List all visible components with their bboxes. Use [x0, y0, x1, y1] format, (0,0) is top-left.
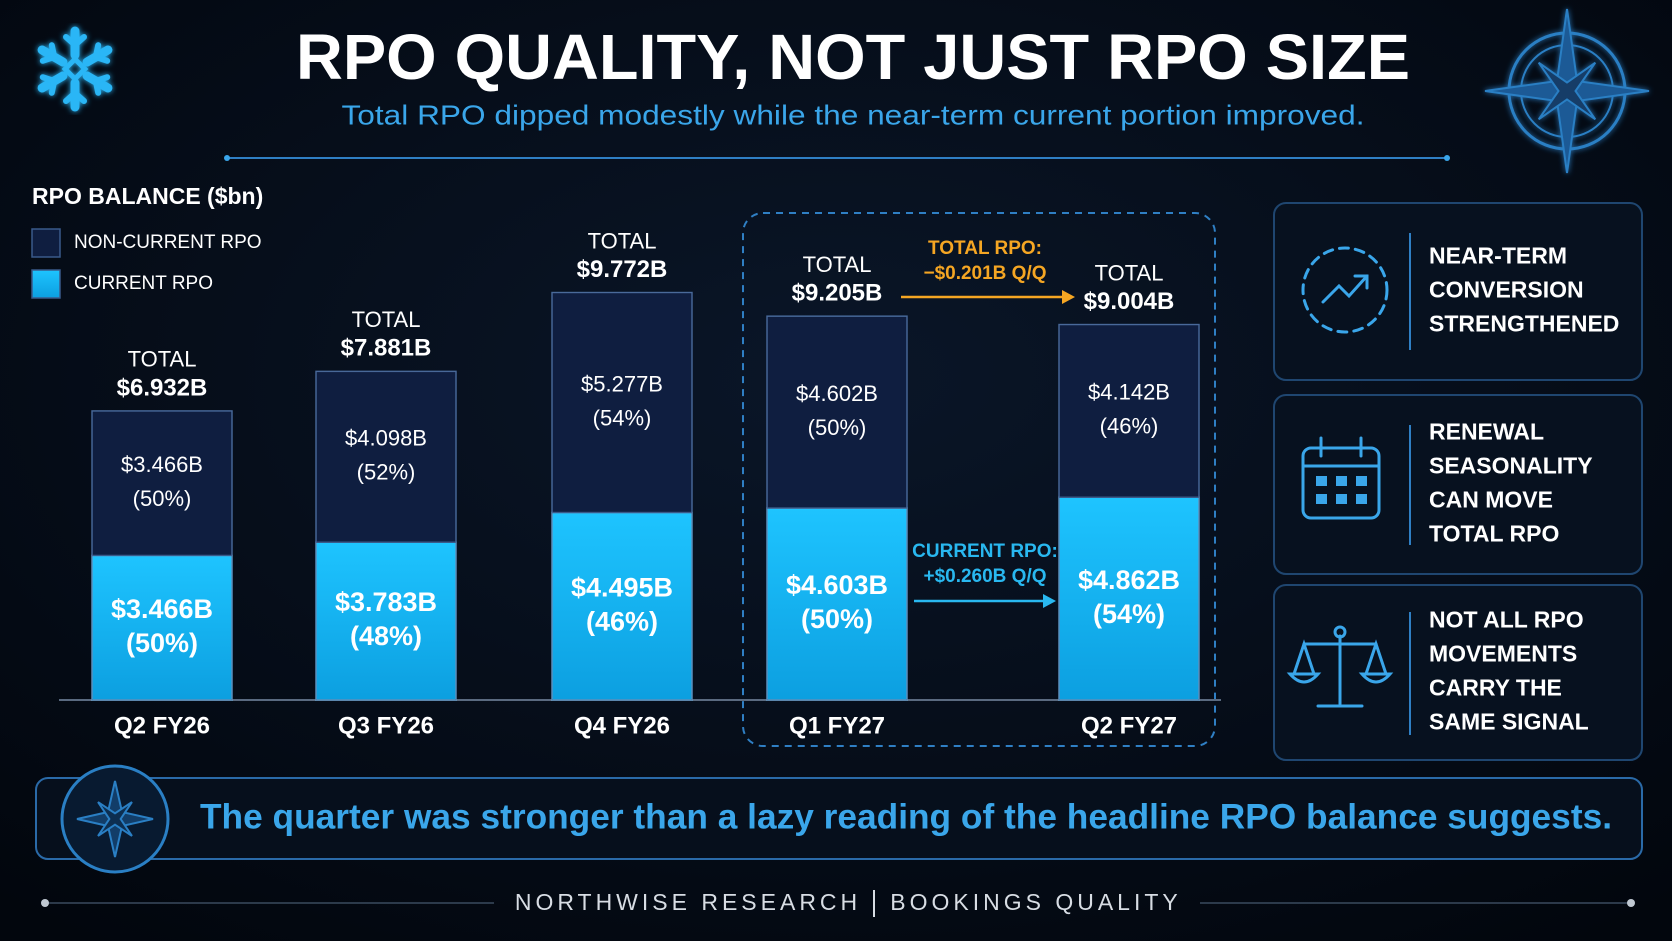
segment-share-label: (54%): [593, 405, 652, 430]
segment-value-label: $4.862B: [1078, 565, 1180, 595]
compass-icon: [1484, 8, 1650, 174]
calendar-icon: [1301, 436, 1381, 520]
total-label: $9.205B: [792, 279, 883, 306]
scales-icon: [1286, 625, 1394, 708]
insight-text: CARRY THE: [1429, 675, 1562, 701]
chart-subtitle: Total RPO dipped modestly while the near…: [342, 99, 1365, 130]
segment-share-label: (50%): [133, 486, 192, 511]
segment-share-label: (52%): [357, 460, 416, 485]
noncurrent-segment: [1058, 323, 1200, 499]
segment-share-label: (50%): [126, 628, 198, 658]
insight-text: MOVEMENTS: [1429, 641, 1577, 667]
total-label: $9.004B: [1084, 288, 1175, 315]
annotation-value: +$0.260B Q/Q: [923, 566, 1046, 587]
segment-value-label: $3.783B: [335, 587, 437, 617]
total-outline: [766, 315, 908, 701]
total-label: $7.881B: [341, 335, 432, 362]
legend-swatch: [31, 269, 61, 299]
panel: [1273, 202, 1643, 381]
noncurrent-segment: [551, 291, 693, 514]
total-caption: TOTAL: [128, 347, 197, 372]
total-caption: TOTAL: [588, 228, 657, 253]
total-outline: [91, 410, 233, 701]
segment-share-label: (46%): [1100, 414, 1159, 439]
legend-label: NON-CURRENT RPO: [74, 232, 262, 253]
legend-swatch: [31, 228, 61, 258]
total-label: $9.772B: [577, 256, 668, 283]
annotation-arrowhead: [1062, 290, 1075, 304]
insight-text: NEAR-TERM: [1429, 243, 1567, 269]
footer-right: BOOKINGS QUALITY: [890, 889, 1182, 915]
segment-share-label: (48%): [350, 621, 422, 651]
trend-icon: [1301, 246, 1389, 334]
segment-value-label: $3.466B: [121, 452, 203, 477]
takeaway-box: [35, 777, 1643, 860]
takeaway-compass: [60, 764, 170, 874]
footer-left: NORTHWISE RESEARCH: [515, 889, 861, 915]
segment-value-label: $3.466B: [111, 594, 213, 624]
insight-text: SEASONALITY: [1429, 453, 1593, 479]
x-tick-label: Q3 FY26: [338, 712, 434, 739]
logo-icon: [37, 26, 113, 112]
y-axis-label: RPO BALANCE ($bn): [32, 183, 263, 209]
footer-dot: [1627, 899, 1635, 907]
annotation-arrowhead: [1043, 594, 1056, 608]
chart-title: RPO QUALITY, NOT JUST RPO SIZE: [296, 21, 1410, 93]
current-segment: [551, 511, 693, 701]
noncurrent-segment: [315, 370, 457, 543]
takeaway-text: The quarter was stronger than a lazy rea…: [200, 797, 1612, 836]
footer-dot: [41, 899, 49, 907]
x-tick-label: Q4 FY26: [574, 712, 670, 739]
noncurrent-segment: [91, 410, 233, 557]
segment-value-label: $4.603B: [786, 570, 888, 600]
segment-value-label: $4.098B: [345, 426, 427, 451]
annotation-value: −$0.201B Q/Q: [923, 263, 1046, 284]
insight-text: CAN MOVE: [1429, 487, 1553, 513]
total-label: $6.932B: [117, 374, 208, 401]
insight-text: STRENGTHENED: [1429, 311, 1619, 337]
total-outline: [1058, 324, 1200, 701]
segment-share-label: (54%): [1093, 599, 1165, 629]
segment-value-label: $4.602B: [796, 381, 878, 406]
x-tick-label: Q2 FY26: [114, 712, 210, 739]
insight-text: CONVERSION: [1429, 277, 1584, 303]
divider-dot: [1444, 155, 1450, 161]
insight-text: NOT ALL RPO: [1429, 607, 1584, 633]
segment-share-label: (50%): [801, 604, 873, 634]
legend-label: CURRENT RPO: [74, 273, 213, 294]
total-outline: [551, 292, 693, 701]
total-caption: TOTAL: [803, 252, 872, 277]
annotation-label: CURRENT RPO:: [912, 541, 1058, 562]
total-outline: [315, 370, 457, 701]
annotation-label: TOTAL RPO:: [928, 238, 1042, 259]
insight-panels: [1273, 202, 1643, 761]
current-segment: [91, 554, 233, 701]
insight-text: TOTAL RPO: [1429, 521, 1559, 547]
x-tick-label: Q1 FY27: [789, 712, 885, 739]
total-caption: TOTAL: [352, 307, 421, 332]
total-caption: TOTAL: [1095, 260, 1164, 285]
segment-share-label: (50%): [808, 415, 867, 440]
panel: [1273, 394, 1643, 575]
insight-text: SAME SIGNAL: [1429, 709, 1589, 735]
x-tick-label: Q2 FY27: [1081, 712, 1177, 739]
noncurrent-segment: [766, 315, 908, 509]
segment-value-label: $4.495B: [571, 572, 673, 602]
insight-text: RENEWAL: [1429, 419, 1544, 445]
segment-value-label: $5.277B: [581, 371, 663, 396]
segment-share-label: (46%): [586, 606, 658, 636]
divider-dot: [224, 155, 230, 161]
panel: [1273, 584, 1643, 761]
segment-value-label: $4.142B: [1088, 380, 1170, 405]
